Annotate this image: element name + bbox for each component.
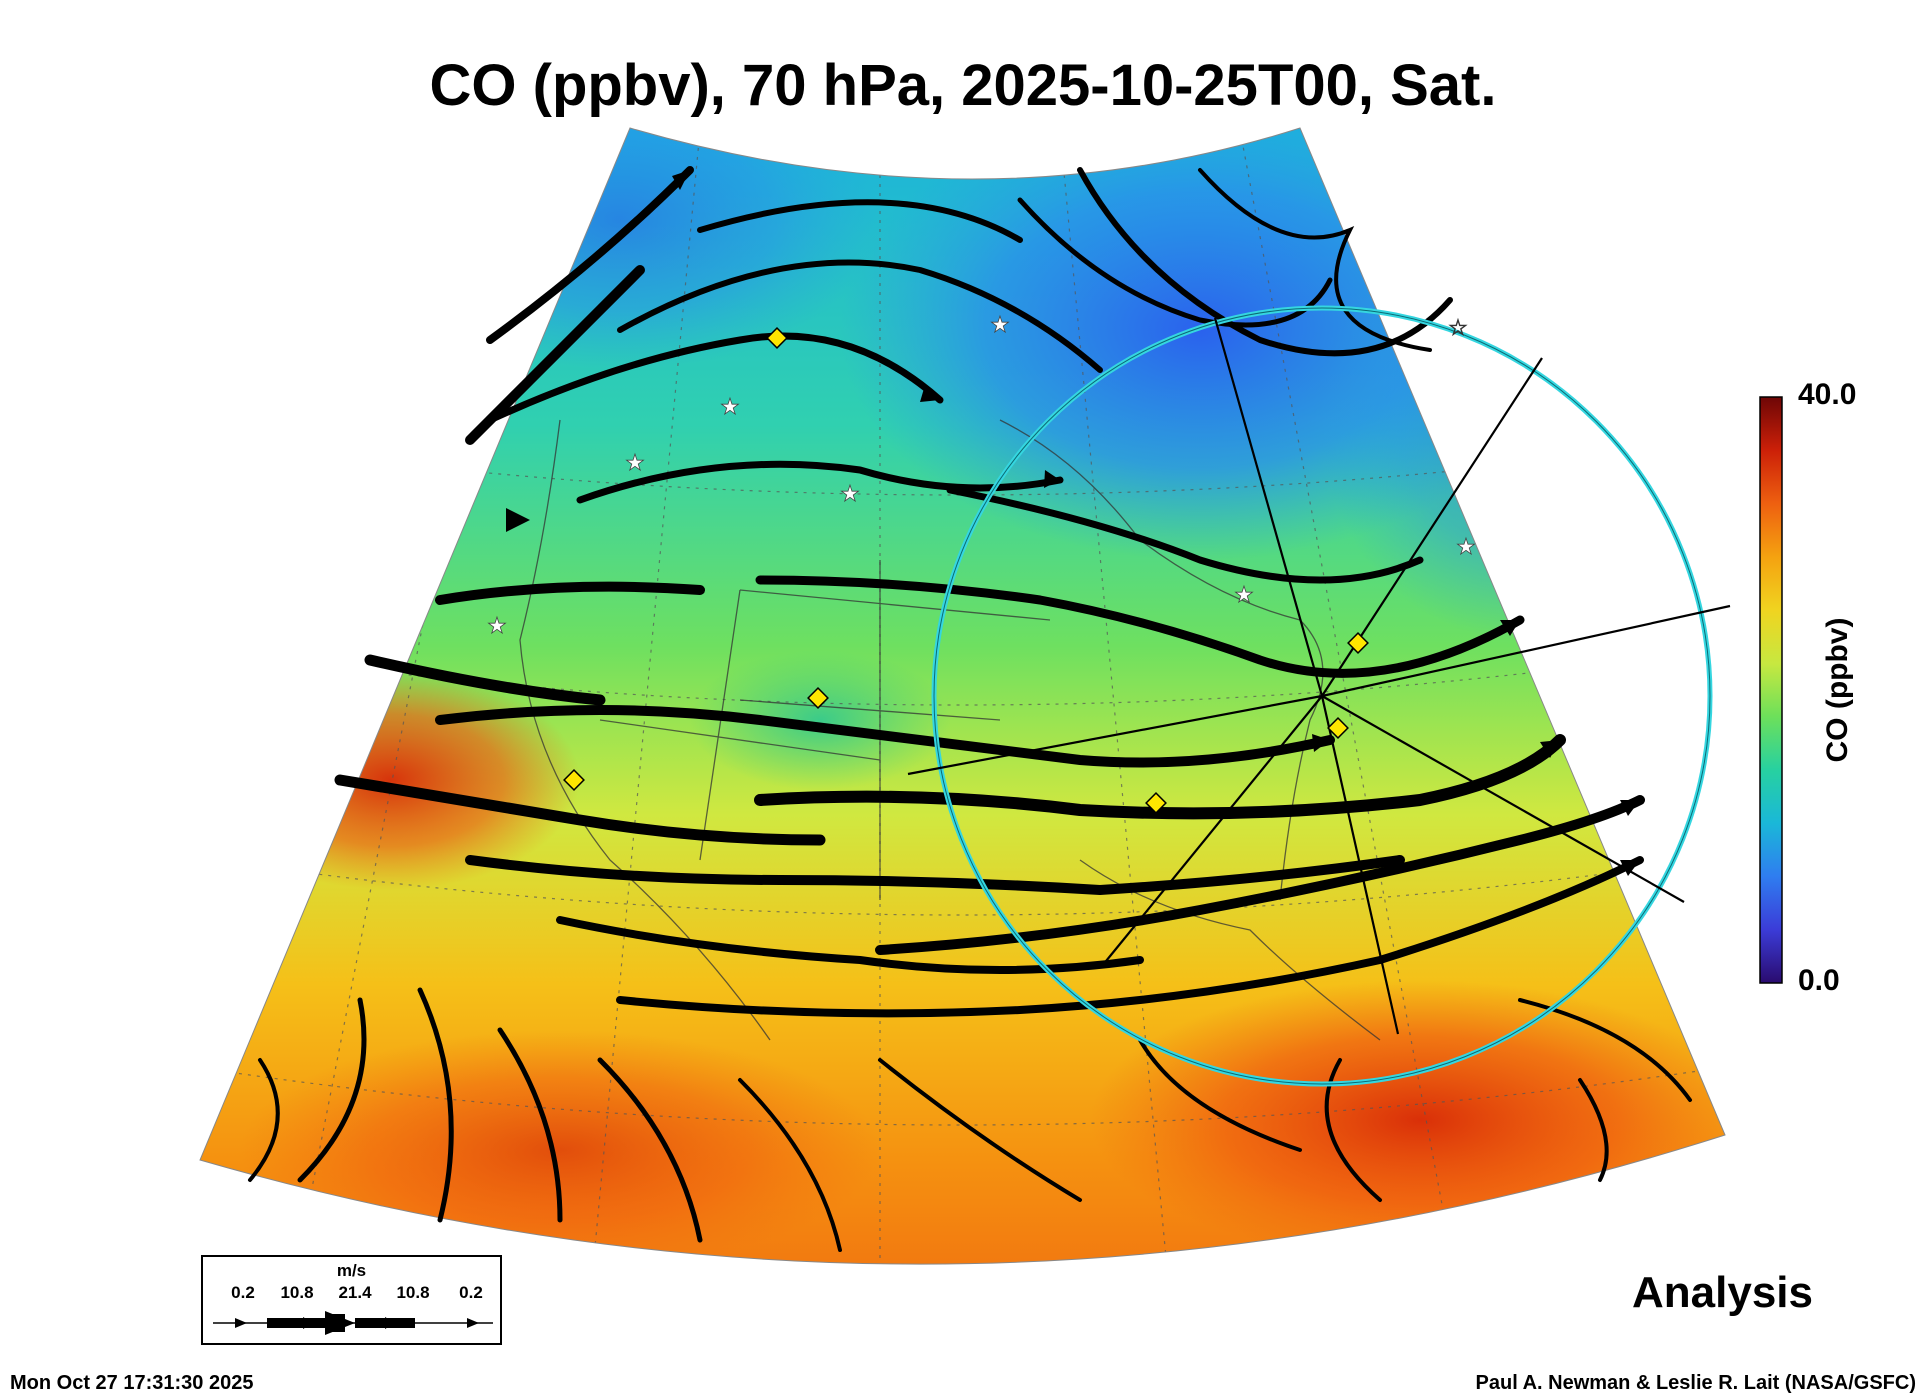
star-marker: ☆ bbox=[1448, 315, 1468, 340]
co-low-region-west bbox=[360, 128, 880, 370]
co-high-region-southwest bbox=[240, 1030, 880, 1265]
analysis-label: Analysis bbox=[1632, 1268, 1813, 1317]
colorbar-title: CO (ppbv) bbox=[1821, 617, 1854, 763]
legend-value: 10.8 bbox=[396, 1283, 430, 1302]
diamond-marker bbox=[563, 769, 585, 791]
legend-value: 10.8 bbox=[280, 1283, 314, 1302]
legend-value: 0.2 bbox=[231, 1283, 255, 1302]
map-title: CO (ppbv), 70 hPa, 2025-10-25T00, Sat. bbox=[429, 53, 1497, 118]
co-high-region-south bbox=[1090, 980, 1725, 1260]
diamond-marker bbox=[1347, 632, 1369, 654]
credit-line: Paul A. Newman & Leslie R. Lait (NASA/GS… bbox=[1475, 1372, 1916, 1394]
wind-streamlines bbox=[248, 166, 1692, 1252]
co-mid-region bbox=[690, 650, 950, 790]
legend-value: 0.2 bbox=[459, 1283, 483, 1302]
map-outline bbox=[199, 127, 1726, 1265]
colorbar-min-label: 0.0 bbox=[1798, 964, 1840, 997]
timestamp: Mon Oct 27 17:31:30 2025 bbox=[10, 1372, 254, 1394]
diamond-marker bbox=[1327, 717, 1349, 739]
streamline-arrows bbox=[506, 170, 1640, 876]
star-marker: ★ bbox=[1234, 582, 1254, 607]
station-diamonds bbox=[563, 327, 1369, 814]
star-marker: ★ bbox=[625, 450, 645, 475]
star-marker: ★ bbox=[990, 312, 1010, 337]
diamond-marker bbox=[1145, 792, 1167, 814]
overpass-circle bbox=[907, 305, 1731, 1087]
colorbar-max-label: 40.0 bbox=[1798, 378, 1857, 411]
colorbar bbox=[1759, 396, 1783, 984]
star-marker: ★ bbox=[1456, 534, 1476, 559]
star-marker: ★ bbox=[840, 481, 860, 506]
wind-speed-legend: m/s 0.2 10.8 21.4 10.8 0.2 bbox=[201, 1255, 502, 1345]
diamond-marker bbox=[766, 327, 788, 349]
diamond-marker bbox=[807, 687, 829, 709]
map-field bbox=[200, 128, 1725, 1265]
star-marker: ★ bbox=[720, 394, 740, 419]
legend-value: 21.4 bbox=[338, 1283, 372, 1302]
legend-arrow-scale bbox=[213, 1311, 493, 1335]
station-stars: ★ ★ ★ ★ ★ ★ ★ ☆ bbox=[487, 312, 1477, 639]
star-marker: ★ bbox=[487, 613, 507, 638]
legend-unit: m/s bbox=[336, 1261, 367, 1280]
colorbar-gradient bbox=[1759, 396, 1783, 984]
